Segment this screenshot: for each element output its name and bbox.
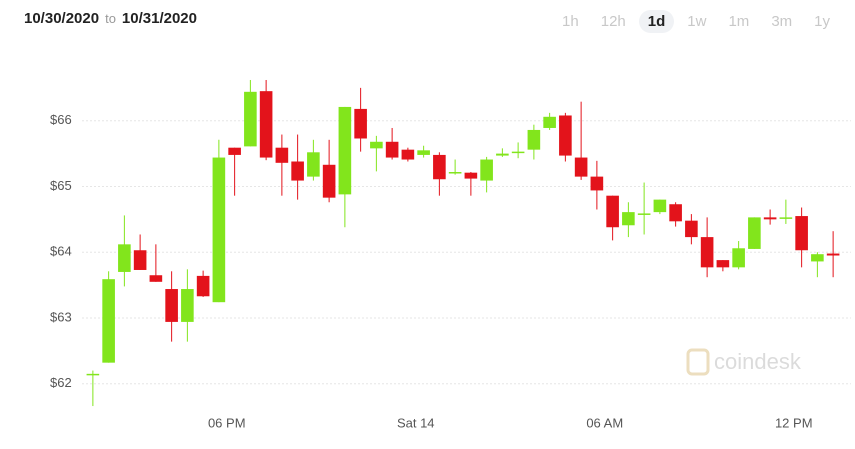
candle-body bbox=[86, 373, 100, 376]
range-button[interactable]: 12h bbox=[600, 13, 626, 30]
candle-body bbox=[401, 149, 415, 160]
candle-body bbox=[275, 147, 289, 163]
candle-body bbox=[212, 157, 226, 303]
candle-body bbox=[244, 91, 257, 147]
to-word: to bbox=[105, 11, 116, 26]
range-button[interactable]: 1d bbox=[638, 10, 675, 33]
candle-body bbox=[102, 279, 115, 363]
range-button[interactable]: 1m bbox=[728, 13, 750, 30]
candle-body bbox=[511, 151, 525, 154]
candle-body bbox=[165, 289, 178, 322]
candle-body bbox=[291, 161, 304, 181]
candle-body bbox=[118, 244, 131, 272]
from-date: 10/30/2020 bbox=[24, 10, 100, 27]
candle-body bbox=[133, 250, 147, 270]
candle-body bbox=[559, 115, 572, 156]
candle-body bbox=[669, 204, 682, 222]
range-button[interactable]: 1y bbox=[814, 13, 830, 30]
candle-body bbox=[826, 253, 840, 256]
date-range: 10/30/2020 to 10/31/2020 bbox=[24, 10, 197, 27]
candle-body bbox=[732, 248, 745, 268]
y-tick-label: $65 bbox=[50, 178, 72, 193]
candle-body bbox=[196, 275, 210, 297]
candle-body bbox=[307, 152, 320, 177]
candle-body bbox=[181, 289, 194, 322]
y-tick-label: $63 bbox=[50, 309, 72, 324]
range-button[interactable]: 1w bbox=[687, 13, 707, 30]
candle-body bbox=[338, 106, 352, 195]
candle-body bbox=[606, 195, 619, 228]
candle-body bbox=[685, 220, 698, 238]
candle-body bbox=[385, 141, 399, 158]
candle-body bbox=[622, 212, 635, 226]
candle-body bbox=[590, 176, 604, 191]
candle-body bbox=[811, 254, 824, 262]
y-tick-label: $62 bbox=[50, 375, 72, 390]
to-date: 10/31/2020 bbox=[121, 10, 197, 27]
candle-body bbox=[417, 150, 430, 155]
candle-body bbox=[779, 217, 793, 219]
candle-body bbox=[433, 154, 446, 180]
candle-body bbox=[527, 129, 541, 150]
candle-body bbox=[716, 260, 730, 268]
range-button[interactable]: 1h bbox=[562, 13, 579, 30]
range-selector: 1h 12h 1d 1w 1m 3m 1y bbox=[553, 10, 839, 33]
y-tick-label: $64 bbox=[50, 244, 72, 259]
candle-body bbox=[700, 237, 714, 268]
candle-body bbox=[259, 91, 273, 158]
candle-body bbox=[574, 157, 588, 177]
y-tick-label: $66 bbox=[50, 112, 72, 127]
range-button[interactable]: 3m bbox=[771, 13, 793, 30]
candle-body bbox=[795, 216, 808, 251]
candle-body bbox=[354, 108, 367, 139]
candle-body bbox=[448, 172, 462, 174]
x-tick-label: 06 PM bbox=[208, 415, 246, 430]
candle-body bbox=[149, 275, 163, 282]
x-tick-label: Sat 14 bbox=[397, 415, 435, 430]
watermark-text: coindesk bbox=[714, 349, 802, 374]
candle-body bbox=[496, 153, 509, 156]
candle-body bbox=[748, 217, 761, 249]
candle-body bbox=[763, 217, 777, 220]
candle-body bbox=[464, 172, 478, 179]
watermark: coindesk bbox=[686, 348, 802, 376]
x-tick-label: 12 PM bbox=[775, 415, 813, 430]
candle-body bbox=[228, 147, 241, 155]
candle-body bbox=[543, 116, 556, 128]
candle-body bbox=[480, 159, 493, 181]
candle-body bbox=[653, 199, 667, 213]
candle-body bbox=[370, 141, 383, 149]
candle-body bbox=[322, 164, 336, 198]
x-tick-label: 06 AM bbox=[586, 415, 623, 430]
candle-body bbox=[637, 213, 651, 215]
